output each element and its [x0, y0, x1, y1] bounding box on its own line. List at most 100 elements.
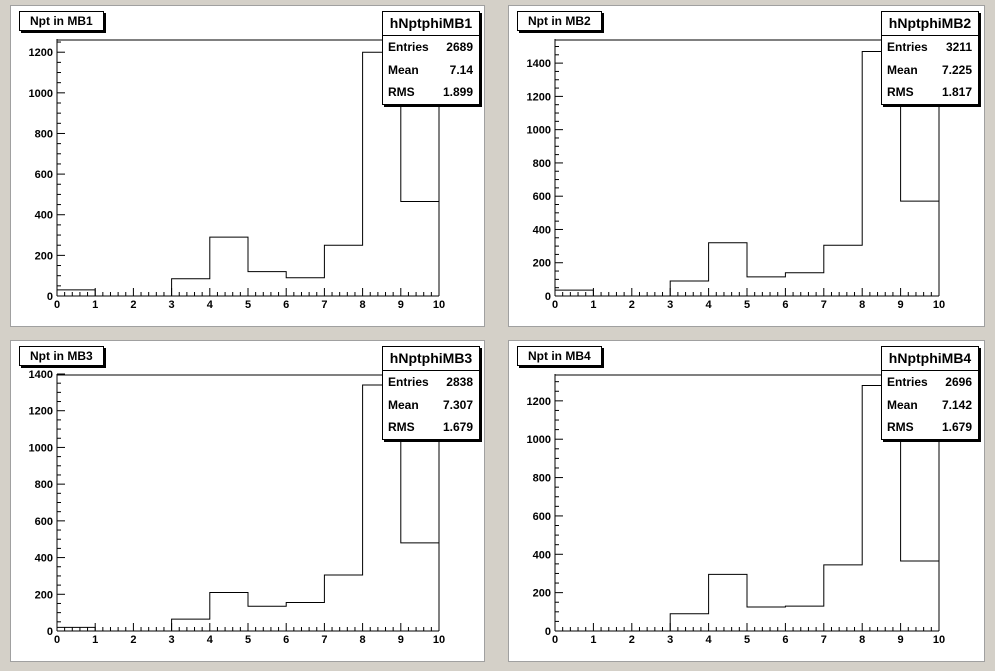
stats-value: 1.899: [442, 85, 473, 99]
x-tick-label: 3: [667, 634, 673, 646]
x-tick-label: 3: [169, 299, 175, 311]
stats-row-entries: Entries 2838: [383, 371, 479, 394]
stats-label: RMS: [388, 420, 415, 434]
x-tick-label: 9: [898, 634, 904, 646]
stats-label: Mean: [388, 62, 419, 77]
stats-row-rms: RMS 1.679: [383, 416, 479, 439]
y-tick-label: 1200: [29, 47, 53, 59]
histogram-title: Npt in MB1: [19, 11, 104, 31]
histogram-bin: [401, 543, 439, 631]
y-tick-label: 1200: [29, 406, 53, 418]
y-tick-label: 600: [533, 191, 551, 203]
x-tick-label: 7: [821, 299, 827, 311]
stats-value: 7.142: [941, 397, 972, 412]
x-tick-label: 8: [859, 634, 865, 646]
histogram-bin: [324, 245, 362, 296]
histogram-pad-3[interactable]: 0 200 400 600 800 1000 1200 1400 0 1 2 3 4 5 6 7 8 9 10 Npt…: [10, 340, 485, 662]
y-tick-label: 400: [533, 549, 551, 561]
stats-value: 3211: [945, 40, 972, 54]
x-tick-label: 6: [782, 634, 788, 646]
x-tick-label: 3: [169, 634, 175, 646]
histogram-bin: [901, 201, 939, 296]
x-tick-label: 2: [130, 634, 136, 646]
stats-value: 2838: [446, 375, 473, 389]
stats-value: 7.307: [442, 397, 473, 412]
x-tick-label: 6: [782, 299, 788, 311]
y-tick-label: 200: [35, 250, 53, 262]
x-tick-label: 1: [590, 299, 596, 311]
y-tick-label: 800: [533, 158, 551, 170]
x-tick-label: 0: [54, 299, 60, 311]
stats-label: RMS: [887, 85, 914, 99]
histogram-pad-2[interactable]: 0 200 400 600 800 1000 1200 1400 0 1 2 3 4 5 6 7 8 9 10 Npt…: [508, 5, 985, 327]
stats-label: RMS: [388, 85, 415, 99]
x-tick-label: 9: [398, 299, 404, 311]
x-tick-label: 0: [54, 634, 60, 646]
histogram-title: Npt in MB3: [19, 346, 104, 366]
y-tick-label: 200: [533, 258, 551, 270]
y-tick-label: 1200: [527, 396, 551, 408]
histogram-bin: [286, 278, 324, 296]
stats-box: hNptphiMB3 Entries 2838 Mean 7.307 RMS 1.679: [382, 346, 480, 440]
stats-label: Mean: [887, 62, 918, 77]
x-tick-label: 1: [92, 299, 98, 311]
stats-value: 7.225: [941, 62, 972, 77]
y-tick-label: 1400: [29, 369, 53, 381]
stats-row-mean: Mean 7.142: [882, 394, 978, 417]
histogram-bin: [901, 561, 939, 631]
stats-label: Entries: [887, 375, 928, 389]
stats-value: 1.679: [941, 420, 972, 434]
y-tick-label: 0: [545, 626, 551, 638]
histogram-name: hNptphiMB3: [383, 347, 479, 371]
stats-value: 1.817: [941, 85, 972, 99]
stats-row-mean: Mean 7.307: [383, 394, 479, 417]
histogram-bin: [210, 237, 248, 296]
histogram-bin: [785, 273, 823, 296]
x-tick-label: 4: [207, 299, 214, 311]
histogram-title: Npt in MB4: [517, 346, 602, 366]
histogram-bin: [785, 606, 823, 631]
histogram-bin: [172, 279, 210, 296]
stats-row-entries: Entries 2696: [882, 371, 978, 394]
plot-svg: 0 200 400 600 800 1000 1200 0 1 2 3 4 5 6 7 8 9 10: [527, 374, 945, 646]
histogram-bin: [709, 243, 747, 296]
y-tick-label: 1000: [29, 442, 53, 454]
x-tick-label: 7: [321, 634, 327, 646]
y-tick-label: 400: [35, 210, 53, 222]
x-tick-label: 5: [744, 299, 750, 311]
x-tick-label: 7: [321, 299, 327, 311]
x-tick-label: 8: [360, 634, 366, 646]
histogram-pad-1[interactable]: 0 200 400 600 800 1000 1200 0 1 2 3 4 5 6 7 8 9 10 Npt in …: [10, 5, 485, 327]
stats-row-rms: RMS 1.899: [383, 81, 479, 104]
histogram-bin: [747, 277, 785, 296]
y-tick-label: 400: [533, 224, 551, 236]
histogram-bin: [57, 290, 95, 296]
x-tick-label: 5: [245, 634, 251, 646]
y-tick-label: 1000: [527, 434, 551, 446]
stats-row-entries: Entries 2689: [383, 36, 479, 59]
stats-row-rms: RMS 1.817: [882, 81, 978, 104]
histogram-bin: [286, 603, 324, 631]
stats-label: Mean: [388, 397, 419, 412]
stats-row-entries: Entries 3211: [882, 36, 978, 59]
y-tick-label: 600: [35, 169, 53, 181]
histogram-name: hNptphiMB4: [882, 347, 978, 371]
histogram-bin: [709, 574, 747, 631]
x-tick-label: 5: [744, 634, 750, 646]
y-tick-label: 0: [545, 291, 551, 303]
x-tick-label: 4: [706, 634, 713, 646]
x-tick-label: 0: [552, 299, 558, 311]
x-tick-label: 10: [933, 299, 945, 311]
y-tick-label: 800: [35, 479, 53, 491]
x-tick-label: 5: [245, 299, 251, 311]
plot-svg: 0 200 400 600 800 1000 1200 0 1 2 3 4 5 6 7 8 9 10: [29, 39, 445, 311]
plot-svg: 0 200 400 600 800 1000 1200 1400 0 1 2 3 4 5 6 7 8 9 10: [527, 39, 945, 311]
y-tick-label: 1000: [527, 125, 551, 137]
histogram-pad-4[interactable]: 0 200 400 600 800 1000 1200 0 1 2 3 4 5 6 7 8 9 10 Npt in …: [508, 340, 985, 662]
y-tick-label: 1000: [29, 88, 53, 100]
y-tick-label: 1400: [527, 58, 551, 70]
y-tick-label: 1200: [527, 91, 551, 103]
stats-label: Entries: [388, 40, 429, 54]
x-tick-label: 9: [898, 299, 904, 311]
histogram-bin: [210, 592, 248, 631]
